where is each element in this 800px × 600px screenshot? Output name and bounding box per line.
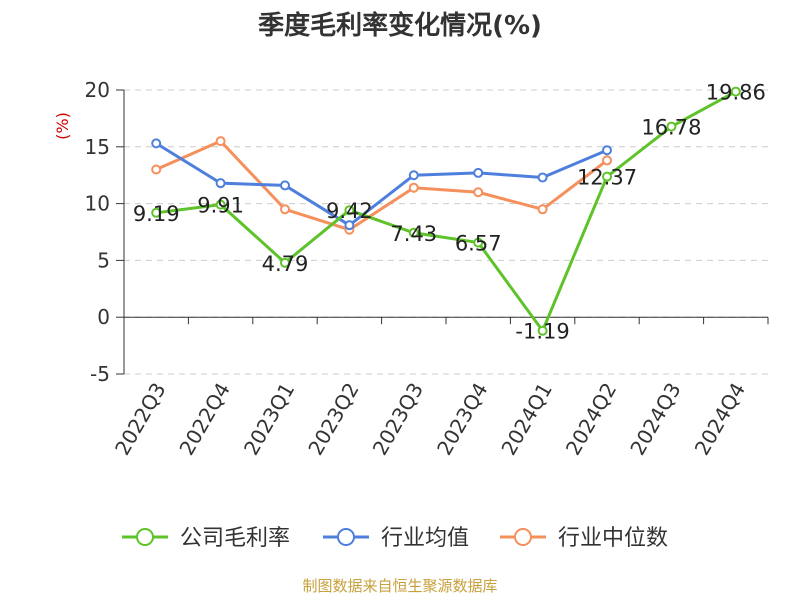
y-tick-label: 5 [97, 248, 110, 272]
data-point [602, 145, 612, 156]
data-point [473, 237, 484, 248]
data-point [151, 164, 162, 175]
data-label: 19.86 [706, 81, 766, 105]
data-point [602, 155, 612, 166]
data-labels: 9.19 9.91 4.79 9.42 7.43 6.57 -1.19 12.37 16.781… [133, 81, 766, 344]
data-label: 7.43 [390, 222, 437, 246]
data-point [666, 121, 677, 132]
data-point [215, 136, 226, 147]
series-line [156, 90, 737, 333]
data-point [408, 227, 419, 238]
x-tick-label: 2024Q1 [496, 379, 556, 460]
data-point [280, 204, 290, 215]
series-line [155, 142, 608, 227]
x-tick-label: 2024Q2 [561, 379, 621, 460]
data-point [344, 205, 355, 216]
x-tick-label: 2022Q4 [174, 379, 234, 460]
x-tick-label: 2023Q1 [239, 379, 299, 460]
data-point [602, 171, 612, 182]
data-label: 9.19 [133, 202, 180, 226]
x-tick-label: 2023Q3 [368, 379, 428, 460]
data-point [473, 167, 484, 178]
legend-label: 公司毛利率 [180, 526, 290, 551]
data-point [408, 182, 419, 193]
data-point [537, 325, 548, 336]
data-label: -1.19 [515, 320, 569, 344]
data-label: 4.79 [262, 252, 309, 276]
data-point [215, 178, 226, 189]
x-tick-label: 2023Q4 [432, 379, 492, 460]
legend-marker [514, 528, 532, 546]
data-point [151, 138, 162, 149]
x-tick-label: 2024Q3 [625, 379, 685, 460]
y-tick-label: 20 [85, 78, 110, 102]
chart-title: 季度毛利率变化情况(%) [258, 10, 542, 41]
x-tick-label: 2022Q3 [110, 379, 170, 460]
y-tick-label: 15 [85, 135, 110, 159]
source-note: 制图数据来自恒生聚源数据库 [302, 577, 497, 595]
data-label: 9.91 [197, 194, 244, 218]
x-tick-label: 2024Q4 [690, 379, 750, 460]
series-line [155, 139, 608, 232]
legend-label: 行业均值 [381, 526, 469, 551]
y-tick-label: -5 [90, 362, 110, 386]
data-point [151, 207, 162, 218]
data-point [215, 199, 226, 210]
data-point [344, 220, 355, 231]
legend-marker [136, 528, 154, 546]
legend-marker [337, 528, 355, 546]
y-tick-label: 10 [85, 192, 110, 216]
data-label: 9.42 [326, 199, 373, 223]
data-point [537, 172, 548, 183]
data-point [473, 187, 484, 198]
data-point [537, 204, 548, 215]
data-label: 16.78 [641, 116, 701, 140]
legend: 公司毛利率 行业均值 行业中位数 [122, 526, 668, 551]
data-label: 6.57 [455, 232, 502, 256]
series-group [151, 86, 741, 336]
data-label: 12.37 [577, 166, 637, 190]
data-point [730, 86, 741, 97]
y-tick-label: 0 [97, 305, 110, 329]
data-point [408, 170, 419, 181]
data-point [280, 180, 290, 191]
y-axis-label: (%) [53, 112, 72, 140]
x-tick-label: 2023Q2 [303, 379, 363, 460]
legend-label: 行业中位数 [558, 526, 668, 551]
data-point [280, 257, 290, 268]
